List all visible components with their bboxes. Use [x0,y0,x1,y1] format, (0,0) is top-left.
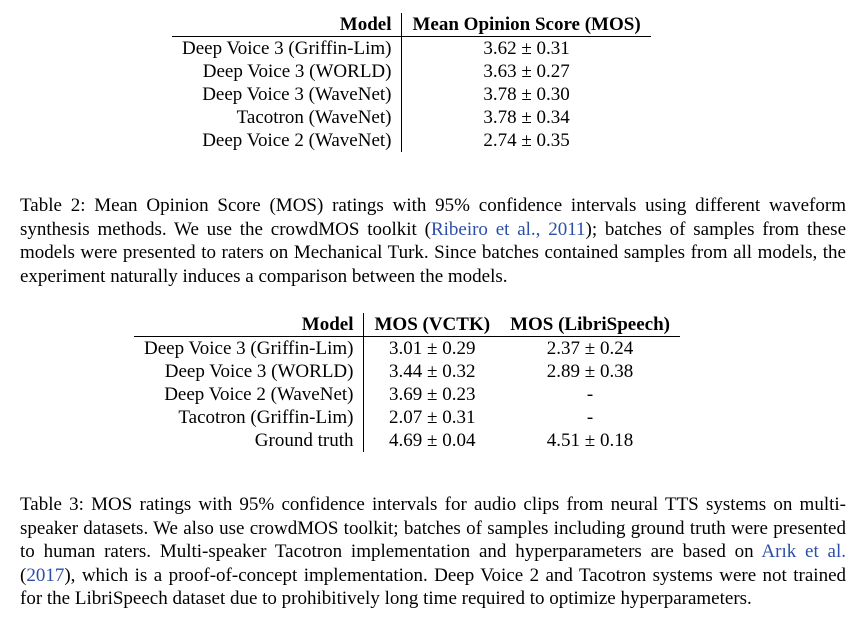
table-3: Model MOS (VCTK) MOS (LibriSpeech) Deep … [134,313,680,452]
mos-librispeech-cell: 2.89 ± 0.38 [546,361,634,382]
model-cell: Tacotron (Griffin-Lim) [134,406,365,429]
table-row: Deep Voice 3 (WORLD) 3.44 ± 0.32 2.89 ± … [134,360,680,383]
citation-link-ribeiro[interactable]: Ribeiro et al., 2011 [431,219,586,240]
mos-cell: 3.63 ± 0.27 [483,61,570,82]
table-2-caption: Table 2: Mean Opinion Score (MOS) rating… [20,194,846,288]
citation-link-arik-year[interactable]: 2017 [26,565,64,586]
table-row: Deep Voice 3 (WORLD) 3.63 ± 0.27 [172,60,651,83]
header-mos: Mean Opinion Score (MOS) [401,13,651,37]
table-row: Deep Voice 2 (WaveNet) 3.69 ± 0.23 - [134,383,680,406]
citation-separator: , [535,218,549,240]
mos-librispeech-cell: - [586,407,594,428]
header-model: Model [134,313,365,337]
table-header-row: Model Mean Opinion Score (MOS) [172,13,651,37]
citation-author: Arık et al. [761,541,846,562]
model-cell: Deep Voice 3 (WaveNet) [172,83,403,106]
citation-paren: ( [20,564,27,586]
model-cell: Deep Voice 3 (Griffin-Lim) [172,36,403,60]
mos-librispeech-cell: 4.51 ± 0.18 [546,430,634,451]
citation-author: Ribeiro et al. [430,218,536,240]
table-row: Tacotron (Griffin-Lim) 2.07 ± 0.31 - [134,406,680,429]
mos-cell: 3.78 ± 0.30 [483,84,570,105]
table-row: Deep Voice 3 (Griffin-Lim) 3.62 ± 0.31 [172,36,651,60]
mos-librispeech-cell: - [586,384,594,405]
mos-cell: 3.78 ± 0.34 [483,107,570,128]
model-cell: Ground truth [134,429,365,452]
mos-vctk-cell: 3.01 ± 0.29 [389,338,476,359]
table-2: Model Mean Opinion Score (MOS) Deep Voic… [172,13,651,152]
mos-cell: 3.62 ± 0.31 [483,38,570,59]
table-header-row: Model MOS (VCTK) MOS (LibriSpeech) [134,313,680,337]
mos-vctk-cell: 2.07 ± 0.31 [389,407,476,428]
model-cell: Deep Voice 3 (WORLD) [134,360,365,383]
model-cell: Tacotron (WaveNet) [172,106,403,129]
table-3-caption: Table 3: MOS ratings with 95% confidence… [20,493,846,611]
model-cell: Deep Voice 3 (Griffin-Lim) [134,336,365,360]
mos-librispeech-cell: 2.37 ± 0.24 [546,338,634,359]
caption-text: Table 3: MOS ratings with 95% confidence… [20,494,846,562]
table-row: Ground truth 4.69 ± 0.04 4.51 ± 0.18 [134,429,680,452]
mos-vctk-cell: 3.69 ± 0.23 [389,384,476,405]
header-mos-vctk: MOS (VCTK) [363,313,501,337]
header-mos-librispeech: MOS (LibriSpeech) [500,313,680,337]
mos-vctk-cell: 4.69 ± 0.04 [389,430,476,451]
table-row: Deep Voice 2 (WaveNet) 2.74 ± 0.35 [172,129,651,152]
header-model: Model [172,13,403,37]
caption-text: Table 2: Mean Opinion Score (MOS) rating… [20,195,846,240]
model-cell: Deep Voice 2 (WaveNet) [172,129,403,152]
table-row: Deep Voice 3 (WaveNet) 3.78 ± 0.30 [172,83,651,106]
table-row: Tacotron (WaveNet) 3.78 ± 0.34 [172,106,651,129]
mos-cell: 2.74 ± 0.35 [483,130,570,151]
table-row: Deep Voice 3 (Griffin-Lim) 3.01 ± 0.29 2… [134,336,680,360]
mos-vctk-cell: 3.44 ± 0.32 [389,361,476,382]
model-cell: Deep Voice 2 (WaveNet) [134,383,365,406]
citation-year: 2017 [26,564,65,586]
citation-year: 2011 [548,218,586,240]
caption-text: ); batches of samples from these models … [20,218,846,287]
model-cell: Deep Voice 3 (WORLD) [172,60,403,83]
caption-text: ), which is a proof-of-concept implement… [20,564,846,610]
citation-link-arik-author[interactable]: Arık et al. [761,541,846,562]
